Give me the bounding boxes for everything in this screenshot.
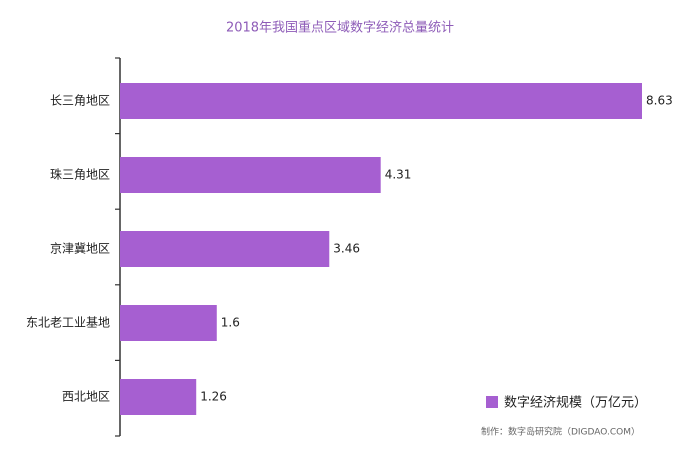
data-label: 1.26 [200, 390, 227, 404]
bar [120, 83, 642, 119]
source-note: 制作：数字岛研究院（DIGDAO.COM） [481, 426, 640, 438]
y-tick-label: 东北老工业基地 [26, 316, 110, 330]
y-tick-label: 京津冀地区 [50, 242, 110, 256]
y-tick-label: 珠三角地区 [50, 168, 110, 182]
legend-swatch [486, 396, 498, 408]
data-label: 8.63 [646, 94, 673, 108]
data-label: 4.31 [385, 168, 412, 182]
bar [120, 157, 381, 193]
bar [120, 379, 197, 415]
legend-label: 数字经济规模（万亿元） [504, 396, 647, 411]
bar [120, 305, 217, 341]
chart-title: 2018年我国重点区域数字经济总量统计 [226, 20, 454, 36]
y-tick-label: 长三角地区 [50, 94, 110, 108]
data-label: 3.46 [333, 242, 360, 256]
y-tick-label: 西北地区 [62, 390, 110, 404]
bar [120, 231, 330, 267]
data-label: 1.6 [221, 316, 240, 330]
